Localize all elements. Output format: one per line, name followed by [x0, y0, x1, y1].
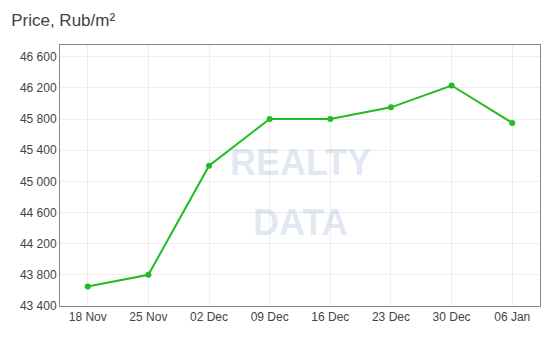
svg-text:30 Dec: 30 Dec — [433, 310, 471, 324]
svg-text:43 400: 43 400 — [20, 299, 57, 313]
svg-text:18 Nov: 18 Nov — [69, 310, 107, 324]
svg-text:44 200: 44 200 — [20, 237, 57, 251]
svg-text:16 Dec: 16 Dec — [311, 310, 349, 324]
svg-text:REALTY: REALTY — [230, 142, 371, 183]
svg-text:06 Jan: 06 Jan — [494, 310, 530, 324]
svg-text:Price, Rub/m²: Price, Rub/m² — [11, 11, 115, 30]
svg-text:43 800: 43 800 — [20, 268, 57, 282]
svg-text:44 600: 44 600 — [20, 206, 57, 220]
svg-text:25 Nov: 25 Nov — [129, 310, 167, 324]
svg-text:45 800: 45 800 — [20, 112, 57, 126]
svg-text:23 Dec: 23 Dec — [372, 310, 410, 324]
svg-text:02 Dec: 02 Dec — [190, 310, 228, 324]
svg-text:45 400: 45 400 — [20, 143, 57, 157]
svg-text:DATA: DATA — [253, 202, 348, 243]
svg-text:46 600: 46 600 — [20, 50, 57, 64]
svg-text:09 Dec: 09 Dec — [251, 310, 289, 324]
svg-text:46 200: 46 200 — [20, 81, 57, 95]
svg-text:45 000: 45 000 — [20, 175, 57, 189]
